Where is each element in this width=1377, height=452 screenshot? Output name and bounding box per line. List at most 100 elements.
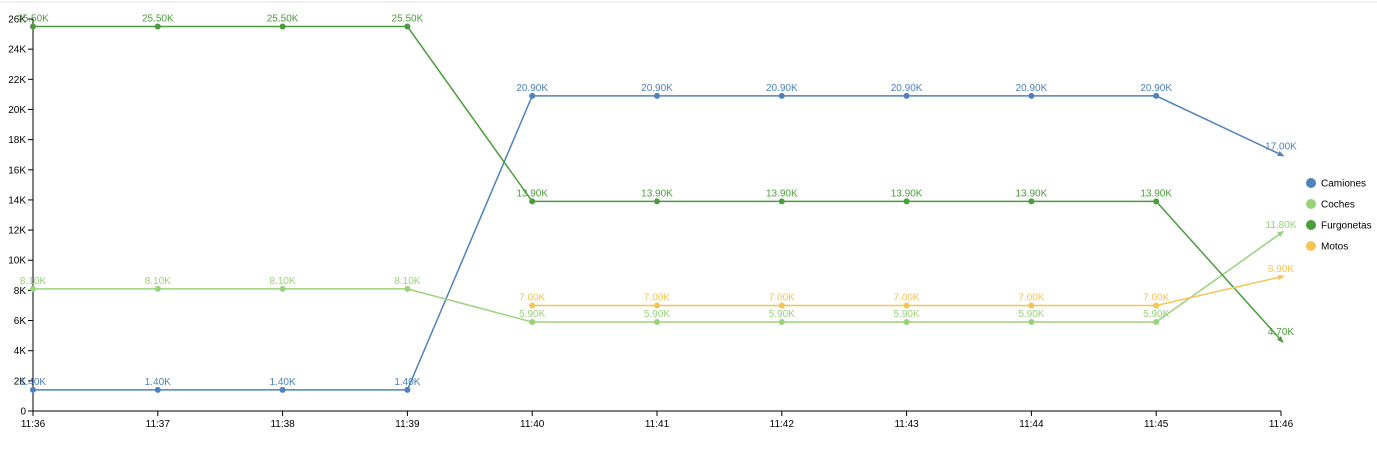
data-point-camiones[interactable] [529,92,536,99]
data-label-furgonetas: 25.50K [267,14,299,25]
y-tick-label: 16K [8,165,26,176]
data-label-furgonetas: 25.50K [142,14,174,25]
data-label-motos: 7.00K [894,292,920,303]
data-label-camiones: 20.90K [1016,83,1048,94]
data-point-furgonetas[interactable] [654,198,660,205]
legend-label: Coches [1321,200,1355,211]
data-label-layer: 1.40K 1.40K 1.40K 1.40K 20.90K 20.90K 20.90K 20… [17,14,1297,388]
data-point-camiones[interactable] [654,92,660,99]
data-point-coches[interactable] [1153,319,1160,326]
data-label-furgonetas: 25.50K [17,14,49,25]
data-label-coches: 8.10K [145,276,171,287]
data-point-motos[interactable] [1028,302,1035,309]
data-point-motos[interactable] [654,302,660,309]
data-point-furgonetas[interactable] [30,23,36,30]
legend[interactable]: Camiones Coches Furgonetas Motos [1306,178,1372,253]
data-point-coches[interactable] [903,319,910,326]
series-end-marker-furgonetas[interactable] [1277,336,1284,344]
data-point-motos[interactable] [529,302,536,309]
series-end-marker-coches[interactable] [1277,230,1285,238]
x-tick-label: 11:39 [395,419,420,430]
data-point-coches[interactable] [778,319,785,326]
data-label-coches: 8.10K [270,276,296,287]
data-label-furgonetas: 13.90K [1140,188,1172,199]
data-point-motos[interactable] [903,302,910,309]
data-label-coches: 5.90K [894,309,920,320]
y-tick-label: 22K [8,75,26,86]
data-point-coches[interactable] [404,285,411,292]
data-point-furgonetas[interactable] [404,23,411,30]
data-point-furgonetas[interactable] [279,23,286,30]
data-point-camiones[interactable] [778,92,785,99]
data-label-motos: 8.90K [1268,264,1294,275]
series-layer [30,23,1285,393]
legend-label: Camiones [1321,179,1366,190]
data-point-coches[interactable] [1028,319,1035,326]
data-label-camiones: 1.40K [145,377,171,388]
series-end-marker-camiones[interactable] [1277,150,1285,157]
data-point-camiones[interactable] [404,386,411,393]
data-point-camiones[interactable] [279,386,286,393]
data-point-furgonetas[interactable] [903,198,910,205]
legend-item-camiones[interactable]: Camiones [1306,178,1366,190]
series-furgonetas [30,23,1284,344]
legend-item-motos[interactable]: Motos [1306,241,1348,253]
data-label-coches: 8.10K [394,276,420,287]
data-point-motos[interactable] [778,302,785,309]
data-label-motos: 7.00K [769,292,795,303]
data-point-furgonetas[interactable] [154,23,161,30]
data-point-furgonetas[interactable] [529,198,536,205]
data-point-camiones[interactable] [903,92,910,99]
x-tick-label: 11:43 [894,419,919,430]
legend-item-coches[interactable]: Coches [1306,199,1355,211]
data-label-coches: 5.90K [644,309,670,320]
legend-label: Furgonetas [1321,221,1372,232]
y-tick-label: 10K [8,256,26,267]
x-axis: 11:36 11:37 11:38 11:39 11:40 11:41 11:42 11:43… [21,410,1294,430]
data-point-furgonetas[interactable] [778,198,785,205]
series-end-marker-motos[interactable] [1277,274,1285,281]
data-point-coches[interactable] [279,285,286,292]
data-point-camiones[interactable] [154,386,161,393]
data-label-furgonetas: 13.90K [1016,188,1048,199]
data-point-coches[interactable] [654,319,660,326]
data-point-furgonetas[interactable] [1153,198,1160,205]
data-label-camiones: 20.90K [891,83,923,94]
x-tick-label: 11:37 [146,419,171,430]
data-label-motos: 7.00K [519,292,545,303]
data-label-camiones: 1.40K [394,377,420,388]
data-label-motos: 7.00K [1018,292,1044,303]
data-label-motos: 7.00K [1143,292,1169,303]
data-label-camiones: 1.40K [20,377,46,388]
data-label-camiones: 1.40K [270,377,296,388]
data-label-coches: 5.90K [769,309,795,320]
data-label-coches: 8.10K [20,276,46,287]
y-tick-label: 26K [8,15,26,26]
legend-label: Motos [1321,242,1348,253]
data-point-camiones[interactable] [1153,92,1160,99]
y-tick-label: 0 [20,407,26,418]
data-label-furgonetas: 4.70K [1268,327,1294,338]
legend-item-furgonetas[interactable]: Furgonetas [1306,220,1372,232]
series-line-camiones [33,95,1282,391]
data-point-motos[interactable] [1153,302,1160,309]
data-label-coches: 5.90K [1143,309,1169,320]
legend-swatch [1306,199,1316,209]
data-point-coches[interactable] [154,285,161,292]
data-point-camiones[interactable] [1028,92,1035,99]
series-camiones [30,92,1285,393]
legend-swatch [1306,220,1316,230]
y-tick-label: 18K [8,135,26,146]
data-label-furgonetas: 13.90K [516,188,548,199]
data-label-camiones: 20.90K [641,83,673,94]
data-point-camiones[interactable] [30,386,36,393]
data-label-camiones: 20.90K [516,83,548,94]
data-point-furgonetas[interactable] [1028,198,1035,205]
x-tick-label: 11:44 [1019,419,1044,430]
data-point-coches[interactable] [30,285,36,292]
legend-swatch [1306,178,1316,188]
data-point-coches[interactable] [529,319,536,326]
x-tick-label: 11:42 [770,419,795,430]
data-label-motos: 7.00K [644,292,670,303]
data-label-coches: 5.90K [1018,309,1044,320]
